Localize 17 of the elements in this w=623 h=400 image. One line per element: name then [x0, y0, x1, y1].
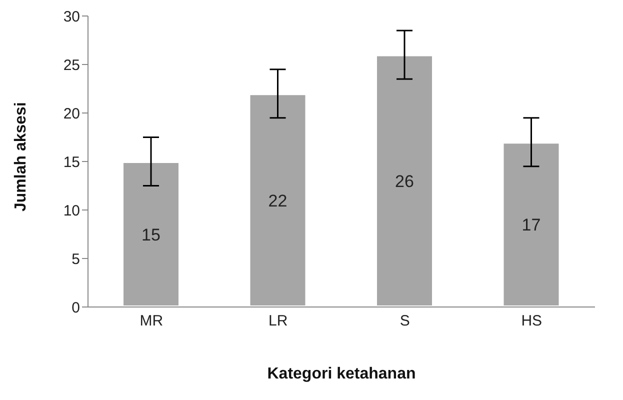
y-tick-label: 25 — [63, 56, 80, 74]
y-tick-label: 10 — [63, 202, 80, 220]
data-label: 22 — [268, 191, 288, 210]
y-tick-label: 15 — [63, 154, 80, 171]
x-tick-label: HS — [521, 312, 542, 330]
y-tick-label: 0 — [72, 299, 80, 316]
y-tick-label: 30 — [63, 8, 80, 26]
x-axis-title: Kategori ketahanan — [267, 365, 416, 382]
data-label: 26 — [395, 172, 414, 191]
y-tick-label: 5 — [72, 250, 80, 268]
x-tick-label: MR — [140, 312, 164, 330]
data-label: 17 — [522, 216, 541, 235]
y-axis-title: Jumlah aksesi — [12, 102, 30, 212]
x-tick-label: S — [400, 312, 410, 330]
data-label: 15 — [142, 225, 160, 244]
y-tick-label: 20 — [63, 105, 80, 122]
x-tick-label: LR — [268, 312, 288, 330]
